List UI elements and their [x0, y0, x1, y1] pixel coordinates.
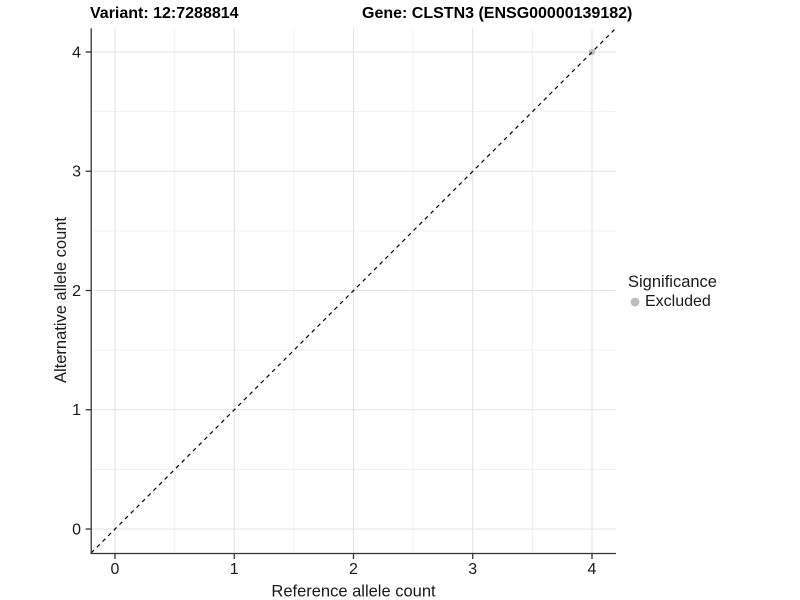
- y-tick-label: 0: [72, 522, 81, 539]
- x-tick-label: 4: [588, 561, 597, 578]
- x-tick-label: 0: [111, 561, 120, 578]
- identity-reference-line: [90, 27, 617, 554]
- y-tick-label: 4: [72, 45, 81, 62]
- major-gridlines: [91, 28, 616, 553]
- x-tick-label: 3: [468, 561, 477, 578]
- legend-item-label: Excluded: [645, 293, 711, 310]
- x-tick-label: 2: [349, 561, 358, 578]
- y-tick-label: 1: [72, 402, 81, 419]
- legend-key-dot-icon: [630, 297, 640, 307]
- legend: Significance Excluded: [628, 272, 717, 311]
- x-tick-labels: 0 1 2 3 4: [111, 561, 597, 578]
- y-tick-label: 2: [72, 283, 81, 300]
- y-tick-label: 3: [72, 164, 81, 181]
- legend-item-excluded: Excluded: [628, 293, 717, 311]
- x-tick-label: 1: [230, 561, 239, 578]
- tick-marks: [85, 51, 593, 559]
- y-axis-title: Alternative allele count: [52, 217, 70, 383]
- legend-title: Significance: [628, 273, 717, 291]
- excluded-dot-icon: [630, 297, 640, 307]
- y-tick-labels: 0 1 2 3 4: [72, 45, 81, 539]
- x-axis-title: Reference allele count: [271, 583, 436, 600]
- gene-title: Gene: CLSTN3 (ENSG00000139182): [362, 5, 633, 22]
- variant-title: Variant: 12:7288814: [90, 5, 239, 22]
